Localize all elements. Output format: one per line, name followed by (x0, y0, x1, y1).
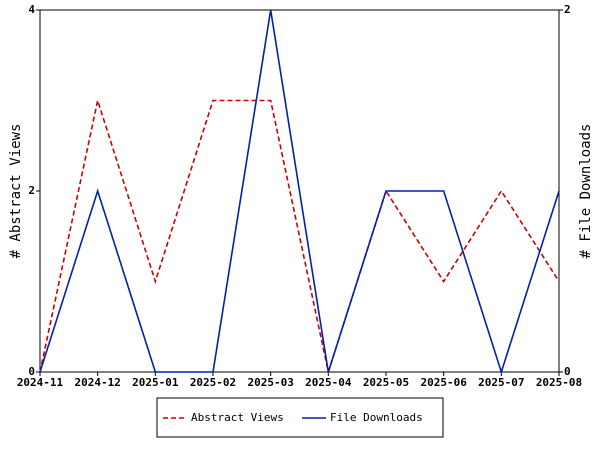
y-tick-label: 2 (28, 184, 35, 197)
series-line (39, 9, 560, 375)
x-tick-label: 2025-06 (420, 376, 467, 389)
x-tick-label: 2025-03 (247, 376, 293, 389)
x-tick-label: 2024-12 (74, 376, 120, 389)
x-tick-label: 2025-04 (305, 376, 352, 389)
y-tick-label: 0 (28, 365, 35, 378)
x-tick-label: 2025-02 (190, 376, 236, 389)
y2-tick-label: 0 (564, 365, 571, 378)
legend (156, 397, 444, 438)
x-tick-label: 2025-01 (132, 376, 179, 389)
x-tick-label: 2025-07 (478, 376, 524, 389)
y-axis-title: # Abstract Views (8, 124, 24, 259)
legend-label: Abstract Views (191, 411, 284, 424)
y2-tick-label: 2 (564, 3, 571, 16)
x-tick-label: 2024-11 (17, 376, 64, 389)
legend-label: File Downloads (330, 411, 423, 424)
series-line (39, 97, 560, 376)
x-tick-label: 2025-05 (363, 376, 409, 389)
x-tick-label: 2025-08 (536, 376, 582, 389)
y2-axis-title: # File Downloads (578, 124, 594, 259)
y-tick-label: 4 (28, 3, 35, 16)
